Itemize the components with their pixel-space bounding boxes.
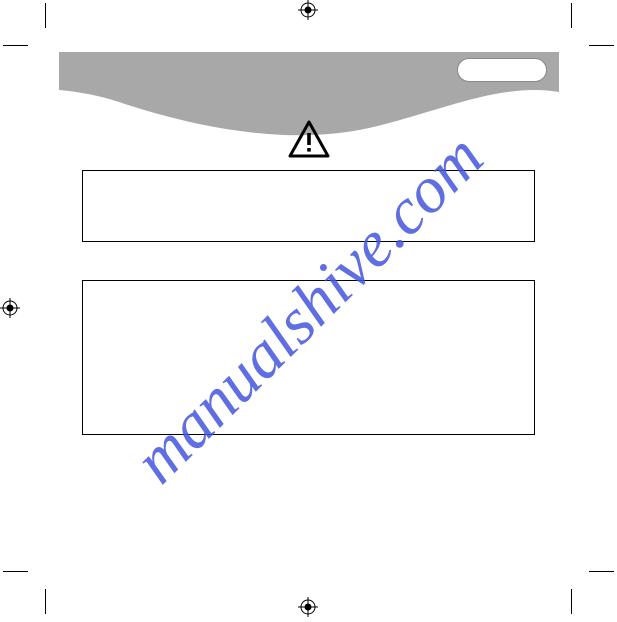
crop-mark: [3, 571, 28, 572]
crop-mark: [3, 45, 28, 46]
registration-mark-icon: [0, 298, 20, 318]
crop-mark: [571, 589, 572, 614]
content-box-1: [82, 170, 535, 242]
crop-mark: [571, 3, 572, 28]
warning-triangle-icon: [288, 120, 330, 158]
crop-mark: [45, 589, 46, 614]
registration-mark-icon: [298, 0, 318, 20]
registration-mark-icon: [298, 597, 318, 617]
content-box-2: [82, 280, 535, 435]
crop-mark: [589, 571, 614, 572]
crop-mark: [45, 3, 46, 28]
crop-mark: [589, 45, 614, 46]
header-pill-badge: [457, 58, 547, 82]
